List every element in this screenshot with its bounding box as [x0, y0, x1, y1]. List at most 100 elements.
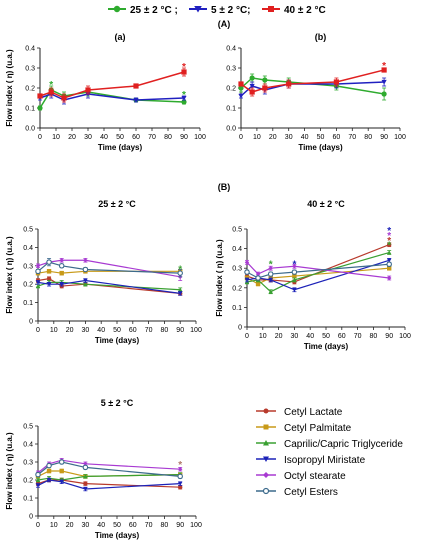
series-5 [35, 258, 183, 278]
y-tick-label: 0.3 [23, 263, 33, 270]
significance-asterisk: * [387, 226, 391, 237]
x-tick-label: 20 [275, 333, 283, 340]
x-tick-label: 90 [180, 134, 188, 141]
chart-a: (a) 0 10 20 30 40 50 60 70 80 90 100 0.0 0.1 0.2 0.3 0.4… [5, 32, 206, 152]
x-tick-label: 30 [82, 522, 90, 529]
data-point [83, 278, 88, 283]
x-tick-label: 40 [100, 134, 108, 141]
series-3 [244, 257, 392, 293]
y-tick-label: 0.2 [23, 282, 33, 289]
data-point [244, 278, 250, 283]
x-tick-label: 70 [148, 134, 156, 141]
data-point [35, 263, 41, 268]
data-point [48, 89, 54, 95]
series-line [39, 93, 185, 101]
x-tick-label: 90 [380, 134, 388, 141]
y-tick-label: 0.2 [226, 86, 236, 93]
x-tick-label: 50 [113, 327, 121, 334]
legend-marker [268, 6, 274, 12]
x-tick-label: 0 [36, 522, 40, 529]
top-legend-item-40: 40 ± 2 °C [262, 5, 326, 16]
data-point [267, 271, 274, 277]
x-tick-label: 50 [322, 333, 330, 340]
data-point [46, 478, 52, 483]
y-axis-label: Flow index ( η) (u.a.) [5, 236, 14, 314]
series-3 [35, 477, 183, 492]
x-tick-label: 90 [176, 327, 184, 334]
top-legend-label-40: 40 ± 2 °C [284, 5, 326, 16]
legend-label-isopropyl-miristate: Isopropyl Miristate [284, 455, 366, 466]
y-tick-label: 0.2 [25, 86, 35, 93]
significance-asterisk: * [382, 61, 386, 72]
x-tick-label: 60 [129, 327, 137, 334]
y-tick-label: 0.2 [23, 478, 33, 485]
data-point [59, 480, 64, 484]
x-tick-label: 0 [36, 327, 40, 334]
y-tick-label: 0.1 [226, 106, 236, 113]
significance-asterisk: * [182, 62, 186, 73]
x-tick-label: 0 [239, 134, 243, 141]
data-point [59, 270, 64, 276]
data-point [35, 477, 41, 482]
y-tick-label: 0.4 [23, 442, 33, 449]
series-1 [35, 468, 183, 479]
data-point [58, 459, 65, 465]
data-point [59, 282, 64, 287]
data-point [35, 280, 41, 285]
series-5 [244, 261, 392, 281]
data-point [46, 282, 52, 287]
x-tick-label: 70 [145, 522, 153, 529]
x-tick-label: 70 [354, 333, 362, 340]
data-point [387, 250, 392, 255]
significance-asterisk: * [269, 259, 273, 270]
x-tick-label: 50 [116, 134, 124, 141]
y-tick-label: 0.5 [23, 227, 33, 234]
data-point [59, 468, 64, 474]
legend-item-isopropyl-miristate: Isopropyl Miristate [256, 455, 366, 466]
x-tick-label: 10 [50, 522, 58, 529]
data-point [268, 278, 273, 283]
y-axis-label: Flow index ( η) (u.a.) [215, 239, 224, 317]
data-point [249, 83, 255, 89]
data-point [46, 259, 52, 265]
y-tick-label: 0.4 [23, 245, 33, 252]
significance-asterisk: * [182, 90, 186, 101]
data-point [82, 266, 89, 273]
data-point [268, 266, 273, 271]
significance-asterisk: * [387, 236, 391, 247]
x-tick-label: 40 [97, 522, 105, 529]
y-tick-label: 0.5 [232, 227, 242, 234]
top-legend-item-25: 25 ± 2 °C ; [108, 5, 178, 16]
data-point [291, 269, 298, 275]
series-5 [35, 459, 183, 480]
series-line [37, 461, 181, 477]
x-axis-label: Time (days) [95, 336, 140, 345]
data-point [181, 69, 187, 75]
legend-label-cetyl-palmitate: Cetyl Palmitate [284, 423, 352, 434]
top-legend-label-25: 25 ± 2 °C ; [130, 5, 178, 16]
data-point [178, 481, 183, 486]
legend-marker [262, 487, 270, 495]
x-tick-label: 40 [97, 327, 105, 334]
x-tick-label: 10 [50, 327, 58, 334]
data-point [82, 464, 89, 471]
chart-b: (b) 0 10 20 30 40 50 60 70 80 90 100 0.0 0.1 0.2 0.3 0.4… [226, 32, 406, 152]
section-a-label: (A) [218, 19, 231, 29]
series-2 [35, 280, 183, 292]
data-point [387, 258, 392, 263]
x-tick-label: 100 [394, 134, 406, 141]
x-tick-label: 30 [84, 134, 92, 141]
y-tick-label: 0.1 [25, 106, 35, 113]
series-0 [238, 73, 387, 101]
y-tick-label: 0.3 [25, 66, 35, 73]
chart-title: 5 ± 2 °C [101, 398, 134, 408]
data-point [381, 91, 387, 97]
chart-title: (b) [315, 32, 327, 42]
data-point [238, 81, 244, 87]
chart-title: 25 ± 2 °C [98, 199, 136, 209]
data-point [35, 268, 41, 275]
legend-item-cetyl-esters: Cetyl Esters [256, 487, 338, 498]
y-tick-label: 0.2 [232, 285, 242, 292]
data-point [178, 287, 183, 292]
